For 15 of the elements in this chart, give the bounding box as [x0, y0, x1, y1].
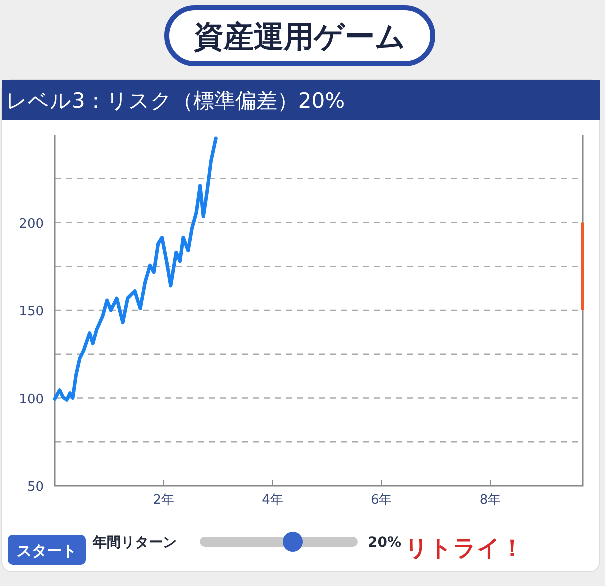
y-tick-label: 150: [19, 304, 44, 320]
text: 20%: [368, 535, 402, 551]
chart-subtitle: レベル3：リスク（標準偏差）20%: [6, 89, 346, 113]
x-tick-label: 6年: [370, 493, 392, 508]
x-tick-label: 4年: [262, 493, 284, 508]
x-tick-label: 8年: [480, 493, 502, 508]
chart-title: 資産運用ゲーム: [193, 20, 406, 55]
y-tick-label: 100: [19, 392, 44, 408]
y-tick-label: 200: [19, 216, 44, 232]
line-series: [53, 136, 218, 402]
text: スタート: [17, 542, 77, 560]
y-tick-label: 50: [27, 480, 44, 495]
text: リトライ！: [405, 536, 524, 562]
x-tick-label: 2年: [153, 493, 175, 508]
text: 年間リターン: [92, 535, 177, 551]
